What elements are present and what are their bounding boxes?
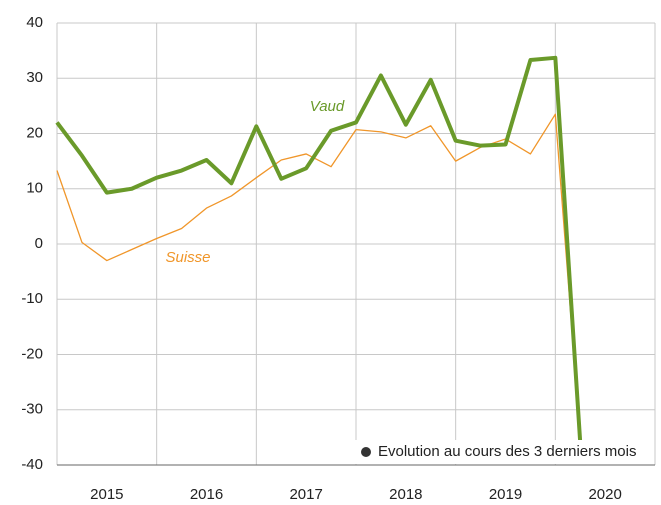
x-tick-label: 2017 — [289, 486, 322, 503]
series-label: Vaud — [310, 98, 345, 115]
y-tick-label: 0 — [35, 235, 43, 252]
y-tick-label: 40 — [26, 14, 43, 31]
x-tick-label: 2015 — [90, 486, 123, 503]
y-tick-label: -10 — [21, 290, 43, 307]
line-1 — [55, 55, 583, 444]
x-tick-label: 2016 — [190, 486, 223, 503]
legend-text: Evolution au cours des 3 derniers mois — [378, 443, 636, 460]
y-tick-label: 10 — [26, 180, 43, 197]
y-tick-label: 20 — [26, 124, 43, 141]
series-label: Suisse — [165, 249, 210, 266]
x-tick-label: 2020 — [588, 486, 621, 503]
line-0 — [56, 113, 581, 438]
y-tick-label: -40 — [21, 456, 43, 473]
x-tick-label: 2019 — [489, 486, 522, 503]
y-tick-label: 30 — [26, 69, 43, 86]
legend-bg — [352, 440, 652, 464]
y-tick-label: -20 — [21, 345, 43, 362]
legend-marker — [361, 447, 371, 457]
x-tick-label: 2018 — [389, 486, 422, 503]
y-tick-label: -30 — [21, 401, 43, 418]
